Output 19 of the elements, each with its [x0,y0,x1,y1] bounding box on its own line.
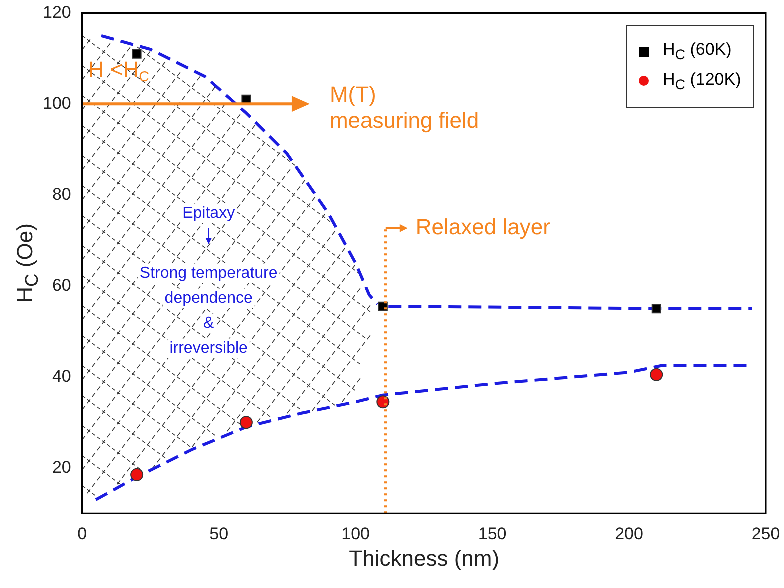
y-tick-label: 60 [52,276,72,295]
legend-label: H$_{C}$ (60K) [663,40,732,64]
legend-label: H$_{C}$ (120K) [663,70,742,93]
x-tick-label: 100 [342,524,370,544]
x-tick-label: 250 [752,524,780,544]
x-tick-label: 50 [210,524,229,544]
x-tick-label: 150 [478,524,507,544]
x-axis-title: Thickness (nm) [349,546,500,572]
y-tick-label: 100 [42,94,72,113]
ref-line-label: M(T) measuring field [330,82,480,134]
x-tick-label: 0 [78,524,88,544]
annotation: Strong temperature dependence & irreversible [140,264,278,357]
x-tick-label: 200 [615,524,644,544]
y-tick-label: 40 [52,366,72,386]
y-tick-label: 80 [52,184,72,204]
annotation: Epitaxy [182,204,236,222]
y-tick-label: 20 [52,458,72,477]
y-tick-label: 120 [42,2,72,22]
ref-line-label: Relaxed layer [416,214,550,240]
